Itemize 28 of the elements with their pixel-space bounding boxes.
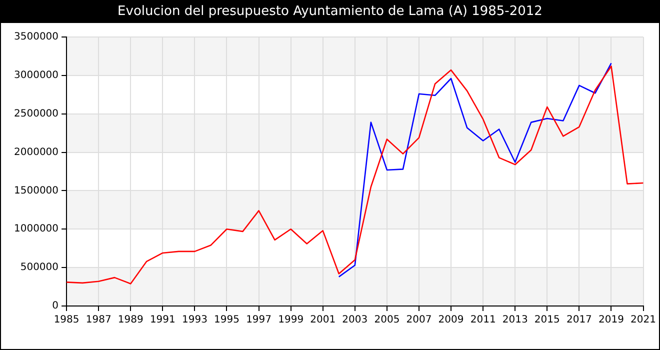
x-tick-label: 1993 bbox=[182, 314, 208, 326]
x-tick-label: 1999 bbox=[278, 314, 304, 326]
y-tick-label: 1500000 bbox=[14, 185, 59, 196]
x-tick-label: 2009 bbox=[438, 314, 464, 326]
x-tick-label: 2015 bbox=[534, 314, 560, 326]
x-tick-label: 1985 bbox=[54, 314, 80, 326]
x-tick-label: 1995 bbox=[214, 314, 240, 326]
x-tick-label: 1991 bbox=[150, 314, 176, 326]
x-tick-label: 1997 bbox=[246, 314, 272, 326]
x-tick-label: 2011 bbox=[470, 314, 496, 326]
x-tick-label: 2003 bbox=[342, 314, 368, 326]
y-tick-label: 0 bbox=[52, 300, 59, 312]
y-tick-label: 1000000 bbox=[14, 224, 59, 235]
x-tick-label: 1989 bbox=[118, 314, 144, 326]
x-tick-label: 2021 bbox=[630, 314, 656, 326]
y-tick-label: 2500000 bbox=[14, 108, 59, 120]
x-tick-label: 2007 bbox=[406, 314, 432, 326]
x-tick-label: 2001 bbox=[310, 314, 336, 326]
chart-title: Evolucion del presupuesto Ayuntamiento de Lama (A) 1985-2012 bbox=[1, 1, 659, 23]
y-tick-label: 3500000 bbox=[14, 32, 59, 43]
x-tick-label: 2017 bbox=[566, 314, 592, 326]
x-tick-label: 2013 bbox=[502, 314, 528, 326]
y-tick-label: 3000000 bbox=[14, 70, 59, 82]
y-tick-label: 2000000 bbox=[14, 146, 59, 158]
y-tick-label: 500000 bbox=[20, 262, 59, 274]
x-tick-label: 1987 bbox=[86, 314, 112, 326]
x-tick-label: 2019 bbox=[598, 314, 624, 326]
x-tick-label: 2005 bbox=[374, 314, 400, 326]
